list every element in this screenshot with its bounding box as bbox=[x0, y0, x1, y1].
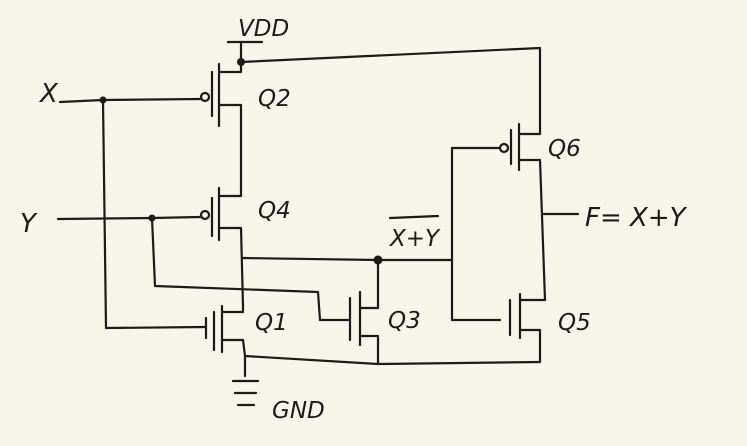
nor-output-node bbox=[241, 255, 454, 310]
transistor-q5 bbox=[508, 292, 547, 364]
inverter-input-wire bbox=[450, 146, 502, 322]
output-f-label: F= X+Y bbox=[585, 203, 688, 233]
nor-overbar bbox=[388, 214, 440, 220]
input-y-wire bbox=[56, 214, 352, 322]
transistor-q3 bbox=[348, 290, 380, 366]
transistor-q2 bbox=[199, 60, 243, 190]
transistor-q4 bbox=[199, 186, 245, 308]
transistor-q1 bbox=[204, 304, 247, 378]
q4-label: Q4 bbox=[258, 198, 291, 224]
vdd-label: VDD bbox=[238, 16, 289, 42]
q3-label: Q3 bbox=[388, 308, 421, 334]
input-x-wire bbox=[58, 96, 207, 330]
ground-bus bbox=[243, 354, 542, 366]
q5-label: Q5 bbox=[558, 310, 591, 336]
input-y-label: Y bbox=[20, 209, 38, 239]
input-x-label: X bbox=[38, 79, 59, 109]
gnd-label: GND bbox=[272, 398, 325, 424]
gnd-symbol bbox=[231, 379, 260, 407]
transistor-q6 bbox=[498, 122, 547, 302]
q6-label: Q6 bbox=[548, 136, 581, 162]
nor-output-label: X+Y bbox=[389, 226, 441, 252]
vdd-rail bbox=[226, 40, 542, 128]
q1-label: Q1 bbox=[255, 310, 288, 336]
q2-label: Q2 bbox=[258, 86, 291, 112]
